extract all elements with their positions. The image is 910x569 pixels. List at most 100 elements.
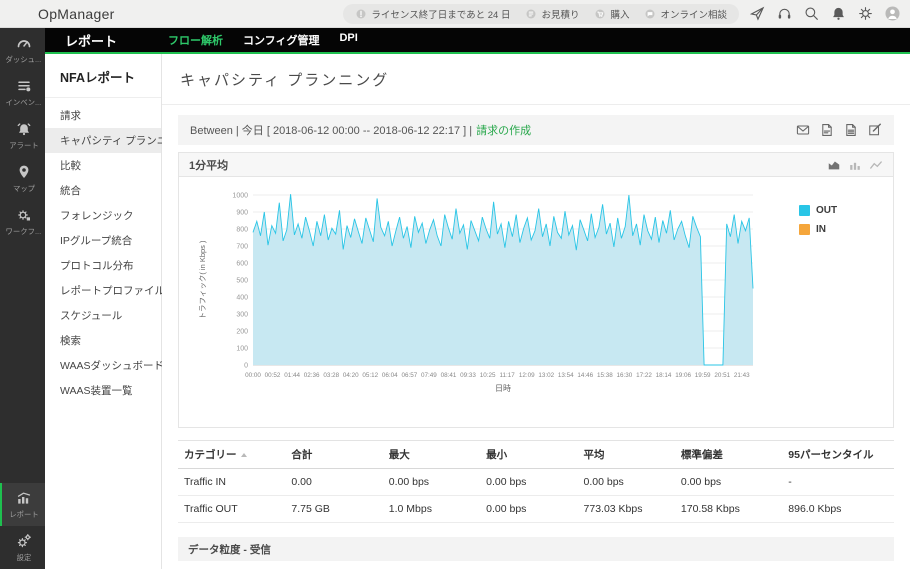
sidebar-item-workflow[interactable]: ワークフ... bbox=[0, 200, 45, 243]
legend-swatch bbox=[799, 205, 810, 216]
sidebar-spacer bbox=[0, 243, 45, 483]
topbar-icons bbox=[750, 6, 900, 21]
report-menu-item[interactable]: スケジュール bbox=[60, 310, 123, 322]
line-chart-icon bbox=[870, 160, 882, 169]
column-header[interactable]: 最大 bbox=[383, 441, 480, 468]
svg-text:04:20: 04:20 bbox=[343, 372, 359, 379]
report-chart-icon bbox=[17, 492, 30, 504]
workflow-icon bbox=[17, 210, 30, 221]
bar-chart-button[interactable] bbox=[848, 158, 862, 172]
license-badge-icon bbox=[356, 9, 366, 18]
traffic-area-chart[interactable]: 0 100 200 300 400 500 600 700 800 900 1000 00:00 00:… bbox=[191, 183, 789, 427]
mail-icon bbox=[796, 125, 810, 135]
sidebar-item-alarm[interactable]: アラート bbox=[0, 114, 45, 157]
sidebar-item-report-chart[interactable]: レポート bbox=[0, 483, 45, 526]
chart-body: 0 100 200 300 400 500 600 700 800 900 1000 00:00 00:… bbox=[179, 177, 893, 427]
column-header[interactable]: 標準偏差 bbox=[675, 441, 782, 468]
svg-text:100: 100 bbox=[236, 346, 248, 353]
support-button[interactable] bbox=[777, 6, 792, 21]
legend-item-out[interactable]: OUT bbox=[799, 205, 837, 216]
search-button[interactable] bbox=[804, 6, 819, 21]
report-menu-item[interactable]: WAASダッシュボード bbox=[60, 360, 165, 372]
svg-text:13:54: 13:54 bbox=[558, 372, 574, 379]
mail-button[interactable] bbox=[796, 123, 810, 137]
table-cell: 170.58 Kbps bbox=[680, 503, 740, 515]
topbar-right: ライセンス終了日まであと 24 日 お見積り 購入 オンライン相談 bbox=[343, 3, 910, 24]
report-menu-item[interactable]: フォレンジック bbox=[60, 210, 134, 222]
column-header-label: 95パーセンタイル bbox=[788, 449, 874, 461]
report-menu-item[interactable]: 比較 bbox=[60, 160, 81, 172]
sidebar-item-label: ワークフ... bbox=[5, 227, 42, 236]
main-content: キャパシティ プランニング Between | 今日 [ 2018-06-12 … bbox=[162, 54, 910, 569]
report-menu-item[interactable]: 検索 bbox=[60, 335, 81, 347]
svg-text:03:28: 03:28 bbox=[323, 372, 339, 379]
report-sidebar: NFAレポート 請求キャパシティ プランニング比較統合フォレンジック IPグループ… bbox=[45, 54, 188, 569]
svg-text:10:25: 10:25 bbox=[480, 372, 496, 379]
send-button[interactable] bbox=[750, 6, 765, 21]
column-header[interactable]: 最小 bbox=[480, 441, 577, 468]
edit-button[interactable] bbox=[868, 123, 882, 137]
chart-title: 1分平均 bbox=[189, 159, 229, 172]
alarm-icon bbox=[17, 123, 30, 136]
topbar-pill-item[interactable]: オンライン相談 bbox=[644, 7, 727, 21]
line-chart-button[interactable] bbox=[869, 158, 883, 172]
pdf-export-button[interactable] bbox=[820, 123, 834, 137]
svg-text:00:52: 00:52 bbox=[265, 372, 281, 379]
chart-card: 1分平均 0 100 200 300 400 500 600 700 800 900 1000 00:… bbox=[178, 152, 894, 428]
topbar-pill-item[interactable]: 購入 bbox=[594, 7, 629, 21]
report-menu-item[interactable]: レポートプロファイル bbox=[60, 285, 165, 297]
avatar-button[interactable] bbox=[885, 6, 900, 21]
svg-text:01:44: 01:44 bbox=[284, 372, 300, 379]
filter-range-text: Between | 今日 [ 2018-06-12 00:00 -- 2018-… bbox=[190, 125, 473, 137]
nav-tab[interactable]: コンフィグ管理 bbox=[243, 35, 320, 47]
nav-tab[interactable]: フロー解析 bbox=[168, 35, 223, 47]
sidebar-item-map-pin[interactable]: マップ bbox=[0, 157, 45, 200]
svg-text:700: 700 bbox=[236, 244, 248, 251]
report-sidebar-title: NFAレポート bbox=[45, 54, 161, 98]
report-menu-item[interactable]: 請求 bbox=[60, 110, 81, 122]
topbar-pill-item[interactable]: ライセンス終了日まであと 24 日 bbox=[355, 7, 510, 21]
topbar-pill-item[interactable]: お見積り bbox=[525, 7, 579, 21]
report-menu-item[interactable]: WAAS装置一覧 bbox=[60, 385, 133, 397]
csv-export-button[interactable] bbox=[844, 123, 858, 137]
report-menu: 請求キャパシティ プランニング比較統合フォレンジック IPグループ統合 プロトコル分… bbox=[45, 98, 188, 403]
svg-text:13:02: 13:02 bbox=[538, 372, 554, 379]
table-header-row: カテゴリー 合計 最大 最小 平均 標準偏差 95パーセンタイル bbox=[178, 440, 894, 469]
svg-text:21:43: 21:43 bbox=[734, 372, 750, 379]
legend-item-in[interactable]: IN bbox=[799, 224, 837, 235]
bell-button[interactable] bbox=[831, 6, 846, 21]
report-menu-item[interactable]: キャパシティ プランニング bbox=[45, 128, 188, 153]
table-cell: 773.03 Kbps bbox=[583, 503, 643, 515]
column-header[interactable]: 合計 bbox=[285, 441, 382, 468]
sort-asc-icon bbox=[240, 452, 247, 457]
map-pin-icon bbox=[19, 165, 28, 178]
svg-text:300: 300 bbox=[236, 312, 248, 319]
area-chart-button[interactable] bbox=[827, 158, 841, 172]
app-sidebar-bottom: レポート 設定 bbox=[0, 483, 45, 569]
create-billing-link[interactable]: 請求の作成 bbox=[476, 125, 532, 137]
column-header[interactable]: カテゴリー bbox=[178, 441, 285, 468]
csv-export-icon bbox=[846, 124, 856, 136]
report-menu-item[interactable]: IPグループ統合 bbox=[60, 235, 133, 247]
table-cell: 0.00 bps bbox=[680, 476, 722, 488]
module-nav: レポート フロー解析 コンフィグ管理 DPI bbox=[45, 28, 910, 54]
table-cell: Traffic OUT bbox=[184, 503, 238, 515]
sidebar-item-inventory[interactable]: インベン... bbox=[0, 71, 45, 114]
sidebar-item-dashboard[interactable]: ダッシュ... bbox=[0, 28, 45, 71]
column-header-label: 標準偏差 bbox=[680, 449, 723, 461]
svg-text:500: 500 bbox=[236, 278, 248, 285]
column-header[interactable]: 95パーセンタイル bbox=[782, 441, 894, 468]
svg-text:900: 900 bbox=[236, 210, 248, 217]
sidebar-item-label: アラート bbox=[8, 141, 39, 150]
report-menu-item[interactable]: プロトコル分布 bbox=[60, 260, 134, 272]
chart-legend: OUT IN bbox=[789, 183, 837, 427]
gear-button[interactable] bbox=[858, 6, 873, 21]
settings-gears-icon bbox=[17, 534, 31, 548]
nav-tab[interactable]: DPI bbox=[339, 32, 358, 44]
sidebar-item-settings-gears[interactable]: 設定 bbox=[0, 526, 45, 569]
column-header[interactable]: 平均 bbox=[578, 441, 675, 468]
svg-text:400: 400 bbox=[236, 295, 248, 302]
svg-text:12:09: 12:09 bbox=[519, 372, 535, 379]
report-menu-item[interactable]: 統合 bbox=[60, 185, 81, 197]
bell-icon bbox=[833, 7, 844, 20]
